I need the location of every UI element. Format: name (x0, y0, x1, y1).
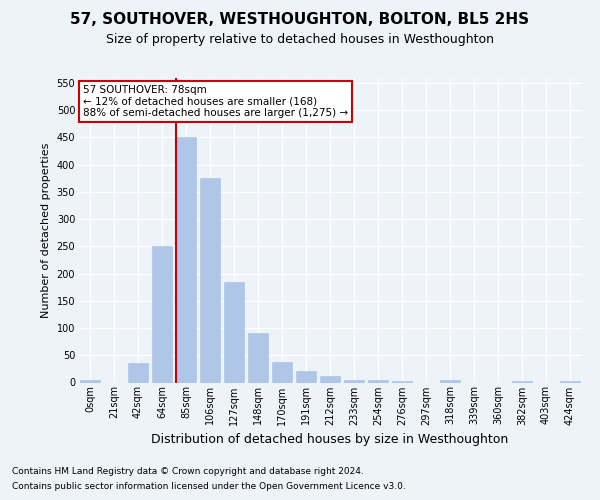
Text: Contains public sector information licensed under the Open Government Licence v3: Contains public sector information licen… (12, 482, 406, 491)
Bar (320, 376, 340, 382)
Bar (80, 380, 100, 382)
Bar (224, 282, 244, 382)
Y-axis label: Number of detached properties: Number of detached properties (41, 142, 51, 318)
Bar (248, 334, 268, 382)
Bar (344, 380, 364, 382)
Bar (440, 380, 460, 382)
Bar (128, 364, 148, 382)
Text: Contains HM Land Registry data © Crown copyright and database right 2024.: Contains HM Land Registry data © Crown c… (12, 467, 364, 476)
Bar (152, 246, 172, 382)
Bar (200, 178, 220, 382)
Bar (176, 138, 196, 382)
Text: Size of property relative to detached houses in Westhoughton: Size of property relative to detached ho… (106, 32, 494, 46)
Bar (296, 371, 316, 382)
Bar (368, 380, 388, 382)
X-axis label: Distribution of detached houses by size in Westhoughton: Distribution of detached houses by size … (151, 433, 509, 446)
Text: 57, SOUTHOVER, WESTHOUGHTON, BOLTON, BL5 2HS: 57, SOUTHOVER, WESTHOUGHTON, BOLTON, BL5… (70, 12, 530, 28)
Bar (272, 362, 292, 382)
Text: 57 SOUTHOVER: 78sqm
← 12% of detached houses are smaller (168)
88% of semi-detac: 57 SOUTHOVER: 78sqm ← 12% of detached ho… (83, 85, 348, 118)
